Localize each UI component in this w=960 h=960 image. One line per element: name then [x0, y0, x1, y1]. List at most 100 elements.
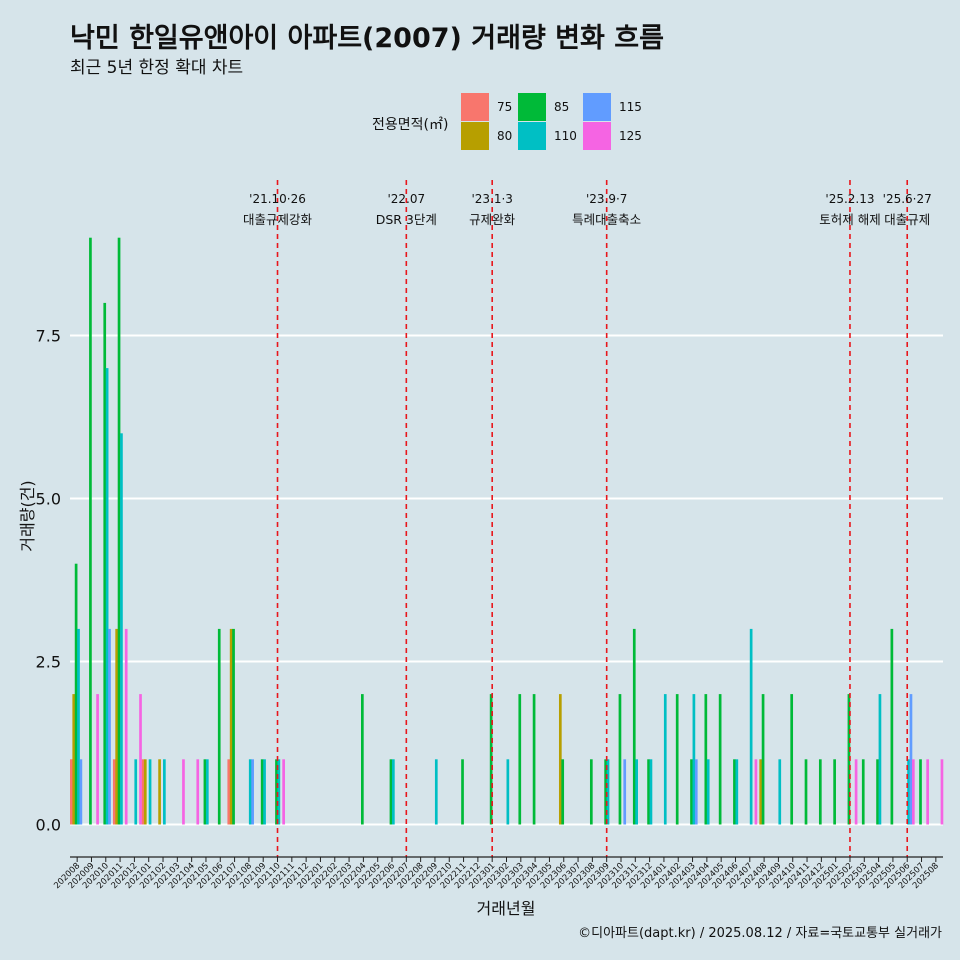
- legend-swatch-110: [518, 122, 546, 150]
- bar-125-202104: [196, 759, 200, 825]
- bar-85-202303: [518, 694, 522, 825]
- bar-85-202010: [103, 302, 107, 825]
- legend-swatch-80: [461, 122, 489, 150]
- bar-110-202209: [434, 759, 438, 825]
- bar-125-202012: [139, 694, 142, 825]
- event-date: '25.6·27: [883, 192, 932, 206]
- bar-110-202206: [392, 759, 395, 825]
- bar-85-202505: [890, 628, 894, 825]
- bar-110-202109: [263, 759, 266, 825]
- legend-swatch-125: [583, 122, 611, 150]
- bar-125-202508: [940, 759, 944, 825]
- bars: [70, 237, 944, 825]
- x-axis-label: 거래년월: [477, 899, 536, 918]
- event-label: 특례대출축소: [572, 212, 641, 227]
- bar-80-202008: [72, 694, 76, 825]
- bar-110-202010: [105, 368, 109, 825]
- bar-85-202204: [361, 694, 364, 825]
- legend-label-75: 75: [497, 100, 513, 114]
- bar-85-202106: [217, 628, 221, 825]
- bar-110-202407: [749, 628, 753, 825]
- bar-125-202011: [124, 628, 128, 825]
- chart-subtitle: 최근 5년 한정 확대 차트: [70, 58, 244, 78]
- legend-item-75: 75: [461, 93, 512, 121]
- legend-title: 전용면적(㎡): [372, 117, 449, 133]
- bar-110-202404: [706, 759, 710, 825]
- bar-85-202306: [561, 759, 565, 825]
- legend-item-80: 80: [461, 122, 512, 150]
- bar-85-202009: [89, 237, 92, 825]
- bar-85-202308: [589, 759, 593, 825]
- event-date: '23.9·7: [586, 192, 627, 206]
- bar-110-202105: [205, 759, 209, 825]
- event-date: '22.07: [387, 192, 425, 206]
- y-tick-label: 2.5: [36, 653, 61, 672]
- bar-110-202012: [134, 759, 138, 825]
- bar-115-202310: [623, 759, 627, 825]
- footer-credit: ©디아파트(dapt.kr) / 2025.08.12 / 자료=국토교통부 실…: [578, 926, 942, 941]
- bar-85-202309: [604, 759, 607, 825]
- bar-85-202301: [489, 694, 493, 825]
- legend-label-80: 80: [497, 129, 513, 143]
- bar-115-202506: [909, 694, 913, 825]
- bar-85-202503: [861, 759, 865, 825]
- bar-110-202108: [248, 759, 252, 825]
- bar-85-202404: [704, 694, 708, 825]
- bar-85-202405: [718, 694, 722, 825]
- bar-80-202011: [115, 628, 119, 825]
- bar-110-202406: [735, 759, 739, 825]
- bar-125-202506: [911, 759, 915, 825]
- legend-label-85: 85: [554, 100, 570, 114]
- event-annotations: '21.10·26 대출규제강화 '22.07 DSR 3단계 '23.1·3 규제완화 '…: [243, 180, 932, 857]
- bar-85-202507: [919, 759, 922, 825]
- event-label: 대출규제: [884, 212, 930, 227]
- event-label: 대출규제강화: [243, 212, 313, 227]
- bar-110-202008: [77, 628, 80, 825]
- event-label: 규제완화: [469, 212, 516, 227]
- bar-85-202211: [461, 759, 464, 825]
- bar-115-202108: [251, 759, 254, 825]
- bar-80-202306: [558, 694, 562, 825]
- y-tick-label: 7.5: [36, 327, 61, 346]
- bar-85-202408: [761, 694, 765, 825]
- chart-title: 낙민 한일유앤아이 아파트(2007) 거래량 변화 흐름: [70, 23, 664, 54]
- bar-110-202401: [663, 694, 667, 825]
- bar-85-202502: [847, 694, 851, 825]
- event-date: '23.1·3: [471, 192, 512, 206]
- legend-label-110: 110: [554, 129, 577, 143]
- bar-110-202403: [692, 694, 696, 825]
- legend-item-85: 85: [518, 93, 569, 121]
- bar-85-202107: [232, 628, 235, 825]
- bar-75-202101: [141, 759, 145, 825]
- bar-125-202103: [182, 759, 185, 825]
- bar-110-202101: [148, 759, 152, 825]
- legend-label-125: 125: [619, 129, 642, 143]
- bar-85-202011: [117, 237, 121, 825]
- bar-125-202009: [96, 694, 99, 825]
- bar-115-202008: [79, 759, 83, 825]
- bar-110-202506: [907, 759, 910, 825]
- bar-85-202109: [260, 759, 264, 825]
- bar-85-202411: [804, 759, 808, 825]
- bar-80-202101: [143, 759, 147, 825]
- bar-85-202410: [790, 694, 794, 825]
- event-date: '25.2.13: [825, 192, 874, 206]
- bar-115-202403: [694, 759, 698, 825]
- bar-110-202102: [163, 759, 166, 825]
- y-tick-label: 5.0: [36, 490, 61, 509]
- bar-110-202312: [649, 759, 653, 825]
- bar-75-202107: [227, 759, 231, 825]
- bar-110-202409: [778, 759, 782, 825]
- bar-85-202310: [618, 694, 622, 825]
- bar-85-202105: [203, 759, 207, 825]
- legend-item-125: 125: [583, 122, 642, 150]
- legend-swatch-115: [583, 93, 611, 121]
- legend-item-115: 115: [583, 93, 642, 121]
- bar-110-202302: [506, 759, 510, 825]
- legend-swatch-75: [461, 93, 489, 121]
- bar-85-202403: [690, 759, 693, 825]
- bar-80-202408: [759, 759, 763, 825]
- bar-110-202110: [277, 759, 281, 825]
- bar-80-202107: [229, 628, 233, 825]
